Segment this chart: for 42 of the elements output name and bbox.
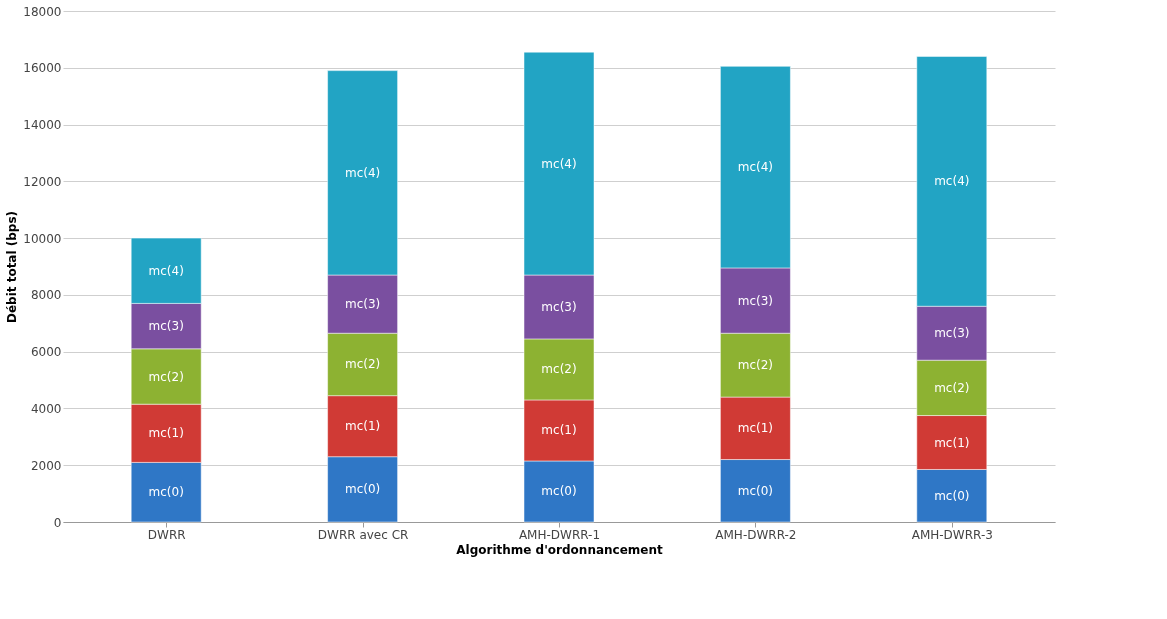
- text: mc(1): [541, 423, 577, 438]
- text: mc(3): [344, 297, 381, 312]
- y-tick-label: 0: [53, 515, 62, 530]
- text: mc(3): [737, 293, 774, 308]
- text: mc(4): [737, 160, 774, 175]
- text: mc(0): [541, 484, 577, 499]
- y-tick-label: 2000: [30, 458, 62, 473]
- text: mc(1): [344, 419, 381, 434]
- series-label: mc(1): [934, 435, 970, 450]
- y-tick-label: 6000: [30, 345, 62, 360]
- text: mc(0): [344, 482, 381, 497]
- text: mc(0): [737, 483, 774, 498]
- text: mc(4): [541, 156, 577, 171]
- series-label: mc(2): [934, 380, 970, 395]
- text: mc(1): [148, 426, 184, 441]
- text: mc(4): [148, 263, 184, 278]
- series-label: mc(4): [934, 174, 970, 189]
- x-axis-title: Algorithme d'ordonnancement: [456, 542, 664, 557]
- x-tick-label: AMH-DWRR-1: [518, 527, 601, 542]
- text: mc(4): [344, 165, 381, 180]
- text: mc(2): [541, 362, 577, 377]
- x-tick-label: DWRR avec CR: [317, 527, 409, 542]
- series-label: mc(0): [934, 488, 970, 503]
- text: mc(2): [344, 357, 381, 372]
- text: mc(0): [148, 485, 184, 500]
- y-axis-title: Débit total (bps): [5, 210, 20, 324]
- y-tick-label: 14000: [23, 118, 62, 133]
- y-tick-label: 10000: [23, 231, 62, 246]
- x-tick-label: DWRR: [147, 527, 186, 542]
- y-tick-label: 16000: [23, 61, 62, 76]
- text: mc(1): [737, 421, 774, 436]
- series-label: mc(3): [148, 319, 184, 334]
- y-tick-label: 18000: [23, 4, 62, 19]
- x-tick-label: AMH-DWRR-2: [715, 527, 797, 542]
- text: mc(3): [541, 299, 577, 314]
- text: mc(3): [934, 326, 970, 341]
- x-tick-label: AMH-DWRR-3: [911, 527, 993, 542]
- y-tick-label: 4000: [30, 401, 62, 416]
- text: mc(2): [148, 369, 184, 384]
- y-tick-label: 8000: [30, 288, 62, 303]
- text: mc(2): [737, 358, 774, 373]
- y-tick-label: 12000: [23, 174, 62, 189]
